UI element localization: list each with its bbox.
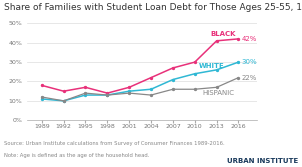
Text: BLACK: BLACK — [211, 31, 236, 37]
Text: URBAN INSTITUTE: URBAN INSTITUTE — [227, 158, 298, 164]
Text: HISPANIC: HISPANIC — [202, 90, 234, 96]
Text: Note: Age is defined as the age of the household head.: Note: Age is defined as the age of the h… — [4, 153, 149, 158]
Text: 30%: 30% — [241, 59, 257, 65]
Text: 22%: 22% — [241, 75, 257, 81]
Text: Share of Families with Student Loan Debt for Those Ages 25-55, 1989-2016: Share of Families with Student Loan Debt… — [4, 3, 302, 12]
Text: Source: Urban Institute calculations from Survey of Consumer Finances 1989-2016.: Source: Urban Institute calculations fro… — [4, 141, 225, 146]
Text: WHITE: WHITE — [198, 63, 224, 69]
Text: 42%: 42% — [241, 36, 257, 42]
